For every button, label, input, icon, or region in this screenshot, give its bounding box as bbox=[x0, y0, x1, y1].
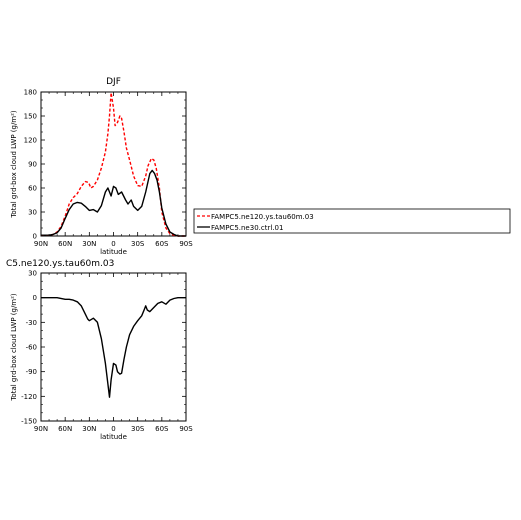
series-line-1 bbox=[41, 92, 186, 237]
x-tick-label: 0 bbox=[111, 425, 115, 433]
upper-y-axis: 0 30 60 90 120 150 180 bbox=[24, 89, 186, 241]
y-tick-label: 120 bbox=[24, 137, 37, 145]
lower-x-axis-label: latitude bbox=[100, 433, 127, 441]
x-tick-label: 90N bbox=[34, 240, 48, 248]
upper-y-axis-label: Total grd-box cloud LWP (g/m²) bbox=[10, 110, 18, 219]
legend-entry-1: FAMPC5.ne120.ys.tau60m.03 bbox=[211, 213, 314, 221]
lower-series-lines bbox=[41, 297, 186, 398]
y-tick-label: 60 bbox=[28, 185, 37, 193]
lower-y-axis: -150 -120 -90 -60 -30 0 30 bbox=[21, 270, 186, 426]
y-tick-label: 180 bbox=[24, 89, 37, 97]
y-tick-label: 0 bbox=[33, 233, 37, 241]
x-tick-label: 30N bbox=[82, 425, 96, 433]
x-tick-label: 90N bbox=[34, 425, 48, 433]
x-tick-label: 60N bbox=[58, 425, 72, 433]
legend-box bbox=[193, 208, 511, 234]
x-tick-label: 90S bbox=[179, 425, 193, 433]
upper-panel: DJF 90N 60N 30N 0 30S 60S 90S 0 30 60 90 120 150 180… bbox=[10, 77, 193, 256]
upper-x-axis-label: latitude bbox=[100, 248, 127, 256]
y-tick-label: 30 bbox=[28, 209, 37, 217]
series-line-1 bbox=[41, 297, 186, 398]
y-tick-label: 30 bbox=[28, 270, 37, 278]
x-tick-label: 60S bbox=[155, 240, 169, 248]
y-tick-label: -150 bbox=[21, 418, 37, 426]
y-tick-label: -60 bbox=[26, 344, 37, 352]
upper-chart-title: DJF bbox=[106, 77, 121, 87]
x-tick-label: 30N bbox=[82, 240, 96, 248]
lower-plot-frame bbox=[40, 272, 187, 422]
y-tick-label: 0 bbox=[33, 294, 37, 302]
legend: FAMPC5.ne120.ys.tau60m.03 FAMPC5.ne30.ct… bbox=[193, 208, 511, 234]
x-tick-label: 0 bbox=[111, 240, 115, 248]
lower-chart-title: C5.ne120.ys.tau60m.03 bbox=[6, 259, 114, 269]
x-tick-label: 90S bbox=[179, 240, 193, 248]
lower-panel: C5.ne120.ys.tau60m.03 90N 60N 30N 0 30S 60S 90… bbox=[6, 259, 193, 441]
series-line-2 bbox=[41, 169, 186, 237]
y-tick-label: 150 bbox=[24, 113, 37, 121]
x-tick-label: 60N bbox=[58, 240, 72, 248]
lower-y-axis-label: Total grd-box cloud LWP (g/m²) bbox=[10, 293, 18, 402]
upper-plot-frame bbox=[40, 91, 187, 237]
x-tick-label: 30S bbox=[131, 240, 145, 248]
y-tick-label: -30 bbox=[26, 319, 37, 327]
legend-entry-2: FAMPC5.ne30.ctrl.01 bbox=[211, 224, 283, 232]
x-tick-label: 60S bbox=[155, 425, 169, 433]
x-tick-label: 30S bbox=[131, 425, 145, 433]
y-tick-label: 90 bbox=[28, 161, 37, 169]
y-tick-label: -120 bbox=[21, 393, 37, 401]
lower-x-axis: 90N 60N 30N 0 30S 60S 90S bbox=[34, 273, 193, 433]
upper-x-axis: 90N 60N 30N 0 30S 60S 90S bbox=[34, 92, 193, 248]
y-tick-label: -90 bbox=[26, 368, 37, 376]
upper-series-lines bbox=[41, 92, 186, 237]
